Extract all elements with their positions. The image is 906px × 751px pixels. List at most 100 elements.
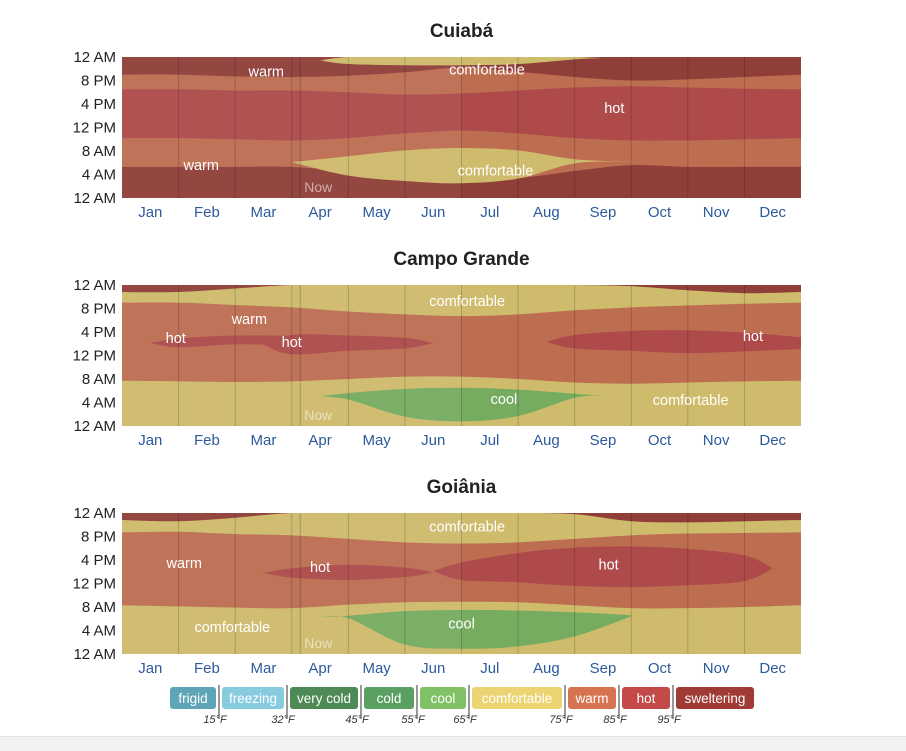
x-tick-label-jan: Jan [138,432,162,449]
x-tick-label-sep: Sep [590,660,617,677]
region-label-hot: hot [599,558,619,574]
past-year-shade [122,513,462,654]
x-tick-label-apr: Apr [308,432,331,449]
x-tick-label-jun: Jun [421,660,445,677]
x-tick-label-mar: Mar [251,660,277,677]
x-tick-label-nov: Nov [703,204,730,221]
band-hot-1 [122,86,801,141]
x-tick-label-dec: Dec [759,204,786,221]
x-tick-label-sep: Sep [590,204,617,221]
past-year-shade [122,285,462,426]
region-label-warm: warm [166,556,202,572]
band-comfortable-2 [320,57,603,66]
y-tick-label: 12 AM [73,646,116,663]
region-label-comfortable: comfortable [653,393,729,409]
y-tick-label: 8 PM [81,529,116,546]
region-label-cool: cool [448,616,475,632]
x-tick-label-sep: Sep [590,432,617,449]
legend-swatch-sweltering [676,687,754,709]
region-label-comfortable: comfortable [429,520,505,536]
legend-swatch-freezing [222,687,284,709]
region-label-warm: warm [248,65,284,81]
x-tick-label-nov: Nov [703,660,730,677]
legend-swatch-comfortable [472,687,562,709]
legend-label-frigid: frigid [178,691,207,706]
now-label: Now [304,407,333,423]
y-tick-label: 4 AM [82,623,116,640]
now-label: Now [304,635,333,651]
y-tick-label: 12 PM [73,348,116,365]
region-label-comfortable: comfortable [194,620,270,636]
y-tick-label: 8 PM [81,301,116,318]
band-sweltering-2 [122,285,801,294]
legend-threshold-label: 55°F [401,714,426,726]
now-label: Now [304,179,333,195]
band-hot-5 [546,330,801,354]
page-bottom-bar [0,736,906,751]
y-tick-label: 8 PM [81,73,116,90]
x-tick-label-feb: Feb [194,432,220,449]
region-label-hot: hot [282,335,302,351]
y-tick-label: 12 PM [73,120,116,137]
x-tick-label-aug: Aug [533,660,560,677]
region-label-hot: hot [743,329,763,345]
y-tick-label: 4 PM [81,324,116,341]
y-tick-label: 8 AM [82,599,116,616]
legend-label-cold: cold [377,691,402,706]
y-tick-label: 4 PM [81,96,116,113]
legend-threshold-label: 32°F [271,714,296,726]
panel-title-cuiaba: Cuiabá [430,21,494,42]
x-tick-label-jul: Jul [480,204,499,221]
region-label-comfortable: comfortable [449,62,525,78]
x-tick-label-may: May [362,660,391,677]
band-hot-4 [263,334,434,355]
x-tick-label-jan: Jan [138,660,162,677]
legend-threshold-label: 85°F [603,714,628,726]
x-tick-label-may: May [362,432,391,449]
region-label-warm: warm [231,312,267,328]
band-hot-4 [433,546,773,588]
y-tick-label: 8 AM [82,143,116,160]
legend-swatch-cold [364,687,414,709]
band-cool-6 [320,387,603,422]
legend-label-freezing: freezing [229,691,277,706]
legend-swatch-warm [568,687,616,709]
legend: frigid freezing very cold cold cool comfortab… [170,685,754,726]
legend-label-cool: cool [431,691,456,706]
x-tick-label-jul: Jul [480,432,499,449]
panel-title-goiania: Goiânia [427,477,497,498]
region-label-hot: hot [604,101,624,117]
y-tick-label: 12 AM [73,49,116,66]
x-tick-label-feb: Feb [194,204,220,221]
x-tick-label-jun: Jun [421,432,445,449]
x-tick-label-aug: Aug [533,204,560,221]
x-tick-label-mar: Mar [251,204,277,221]
band-comfortable-3 [291,148,632,184]
legend-swatch-frigid [170,687,216,709]
region-label-hot: hot [310,560,330,576]
panel-cuiaba: Cuiabá Now warm comfortable hot warm comfortab… [73,21,801,221]
band-dim-overlay [122,513,801,654]
x-tick-label-oct: Oct [648,432,672,449]
y-tick-label: 4 PM [81,552,116,569]
legend-label-hot: hot [637,691,656,706]
legend-swatch-verycold [290,687,358,709]
x-tick-label-jan: Jan [138,204,162,221]
legend-label-comfortable: comfortable [482,691,553,706]
region-label-comfortable: comfortable [429,294,505,310]
panel-title-campo-grande: Campo Grande [393,249,529,270]
band-comfortable-1 [122,285,801,317]
legend-threshold-label: 95°F [657,714,682,726]
band-hot-3 [263,564,434,580]
y-tick-label: 8 AM [82,371,116,388]
x-tick-label-oct: Oct [648,660,672,677]
legend-label-verycold: very cold [297,691,351,706]
x-tick-label-feb: Feb [194,660,220,677]
x-tick-label-nov: Nov [703,432,730,449]
band-sweltering-2 [122,513,801,523]
legend-label-sweltering: sweltering [685,691,746,706]
region-label-cool: cool [491,392,518,408]
